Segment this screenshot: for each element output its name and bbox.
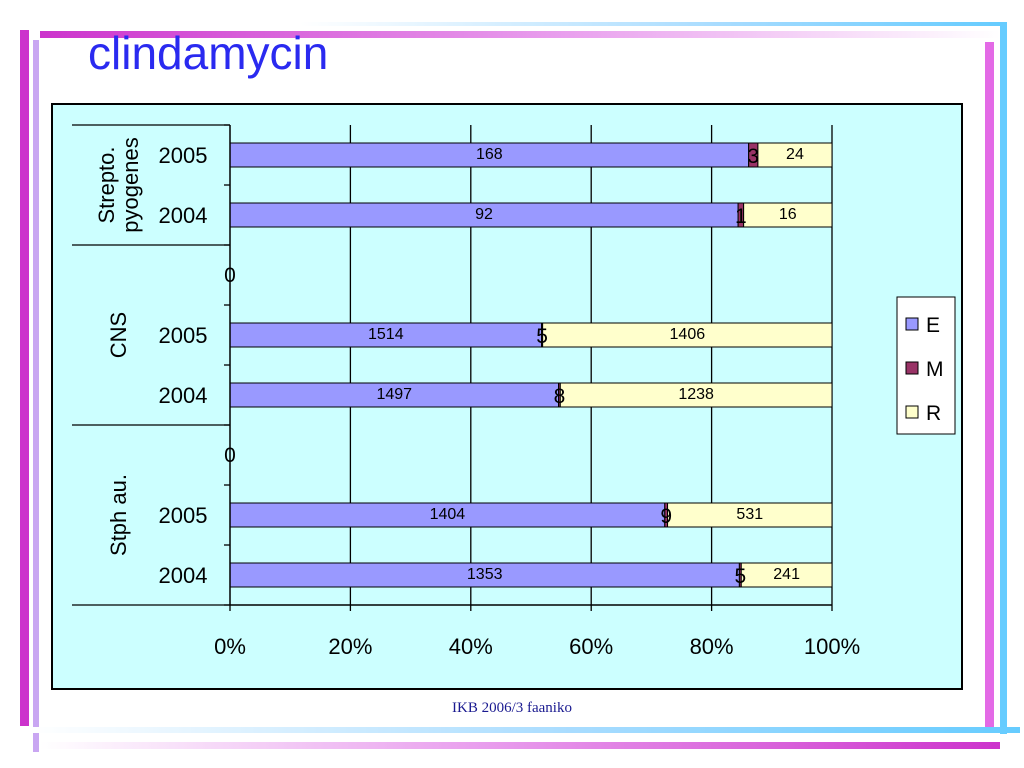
right-deco-bar (985, 42, 994, 732)
data-label-r: 24 (786, 146, 804, 163)
data-label-r: 531 (736, 506, 763, 523)
category-label: 2005 (159, 503, 208, 528)
legend-label-m: M (926, 358, 944, 381)
category-labels: 2004 2005 2004 2005 2004 2005 Stph au. CNS Strep… (72, 124, 230, 606)
legend-swatch-e (905, 317, 919, 331)
data-label-e: 92 (475, 206, 493, 223)
data-labels: 1353 5 241 1404 9 531 0 1497 8 1238 1514 5 1406 0 92 1 1… (224, 145, 804, 588)
bar-segment-r (757, 142, 833, 168)
category-label: 2004 (159, 203, 208, 228)
category-label: 2004 (159, 563, 208, 588)
legend-label-e: E (926, 314, 940, 337)
bar-segment-r (542, 322, 833, 348)
bar-segment-r (559, 382, 833, 408)
legend-swatch-r (905, 405, 919, 419)
x-tick-label: 40% (449, 634, 493, 659)
category-label: 2004 (159, 383, 208, 408)
x-tick-label: 80% (690, 634, 734, 659)
data-label-r: 241 (773, 566, 800, 583)
x-tick-label: 0% (214, 634, 246, 659)
legend-swatch-m (905, 361, 919, 375)
bottom-deco-line-cyan (30, 727, 1020, 733)
data-label-e: 1404 (430, 506, 466, 523)
data-label-m: 3 (747, 145, 759, 168)
group-label: Stph au. (106, 474, 131, 556)
legend-label-r: R (926, 402, 941, 425)
data-label-m: 9 (660, 505, 672, 528)
bottom-deco-line (40, 742, 1000, 749)
data-label-m: 1 (735, 205, 747, 228)
data-label-e: 1497 (376, 386, 412, 403)
data-label-zero: 0 (224, 444, 236, 467)
legend: E M R (896, 296, 956, 435)
x-tick-label: 20% (328, 634, 372, 659)
x-tick-label: 100% (804, 634, 860, 659)
category-label: 2005 (159, 323, 208, 348)
left-deco-bar-light (33, 40, 39, 752)
data-label-e: 168 (476, 146, 503, 163)
bars (229, 142, 833, 588)
data-label-zero: 0 (224, 264, 236, 287)
top-deco-line (40, 31, 1000, 38)
group-label: pyogenes (118, 137, 143, 232)
top-deco-line-cyan (300, 22, 1000, 26)
data-label-m: 5 (734, 565, 746, 588)
bar-segment-e (229, 202, 739, 228)
bar-segment-r (667, 502, 833, 528)
category-label: 2005 (159, 143, 208, 168)
slide-footer: IKB 2006/3 faaniko (452, 700, 572, 716)
right-deco-bar-cyan (1000, 22, 1007, 734)
bar-segment-r (740, 562, 833, 588)
data-label-r: 1406 (670, 326, 706, 343)
slide-title: clindamycin (88, 27, 329, 79)
data-label-m: 8 (554, 385, 566, 408)
data-label-r: 1238 (678, 386, 714, 403)
group-label: CNS (106, 312, 131, 358)
x-tick-labels: 0% 20% 40% 60% 80% 100% (214, 124, 860, 659)
data-label-r: 16 (779, 206, 797, 223)
data-label-e: 1514 (368, 326, 404, 343)
data-label-e: 1353 (467, 566, 503, 583)
group-label: Strepto. (94, 146, 119, 223)
data-label-m: 5 (536, 325, 548, 348)
left-deco-bar (20, 30, 29, 726)
x-tick-label: 60% (569, 634, 613, 659)
bar-segment-r (743, 202, 833, 228)
